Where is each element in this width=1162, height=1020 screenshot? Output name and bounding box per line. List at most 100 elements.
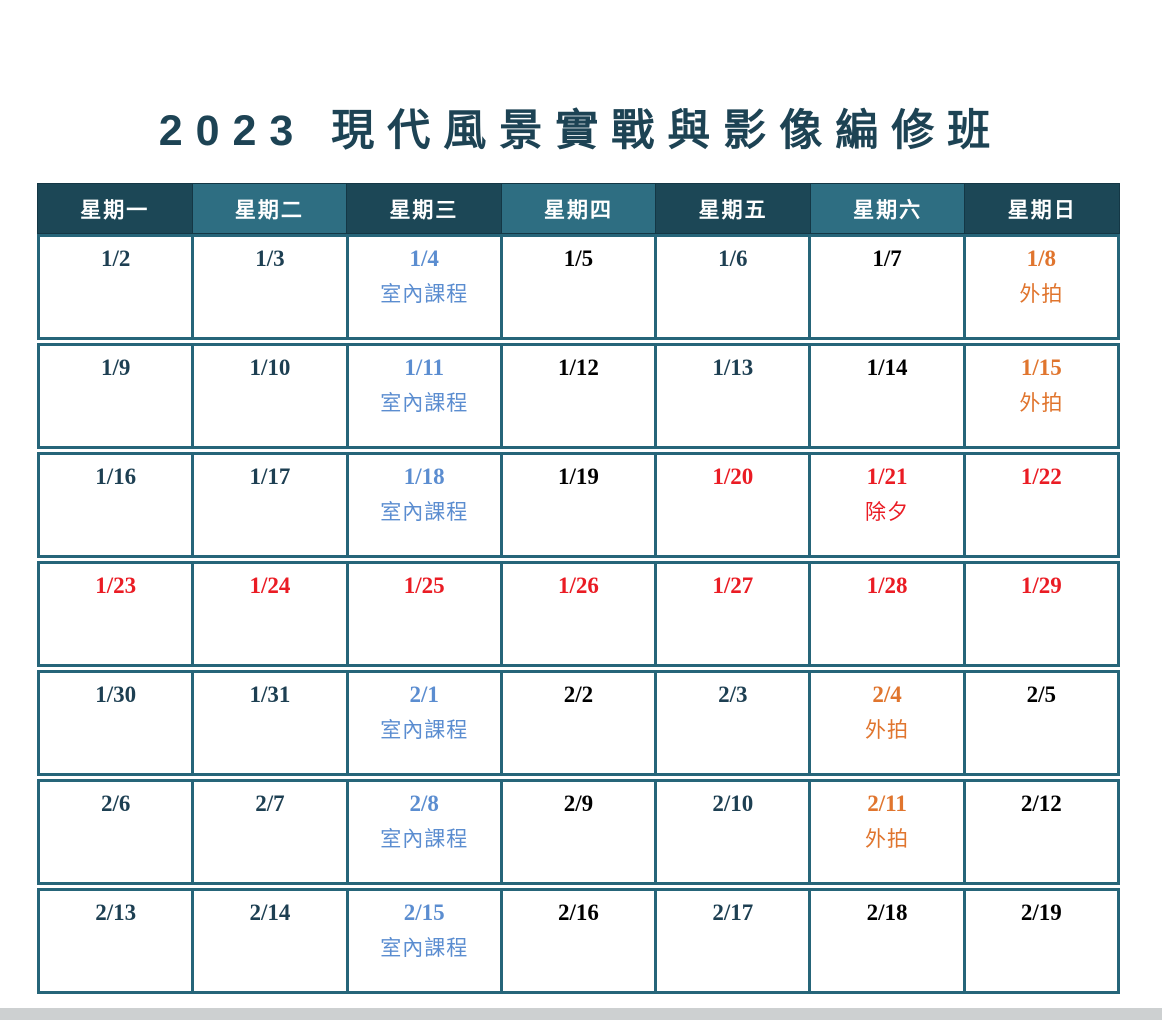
calendar-cell: 1/12 <box>503 346 658 446</box>
calendar-cell: 1/18 室內課程 <box>349 455 503 555</box>
calendar-cell: 1/17 <box>194 455 349 555</box>
cell-date: 1/7 <box>872 246 902 271</box>
calendar-cell: 2/19 <box>966 891 1117 991</box>
cell-date: 1/28 <box>866 573 908 598</box>
calendar-cell: 1/11 室內課程 <box>349 346 503 446</box>
cell-label: 室內課程 <box>380 501 469 525</box>
cell-date: 2/2 <box>563 682 594 707</box>
cell-date: 2/10 <box>712 791 754 816</box>
cell-date: 1/4 <box>409 246 439 271</box>
calendar-cell: 2/18 <box>811 891 966 991</box>
cell-date: 2/11 <box>867 791 907 816</box>
calendar-cell: 1/5 <box>503 237 658 337</box>
weekday-header-cell: 星期日 <box>965 184 1120 233</box>
cell-date: 2/6 <box>100 791 131 816</box>
page-bottom-edge <box>0 1008 1162 1020</box>
calendar-cell: 2/7 <box>194 782 349 882</box>
cell-date: 1/13 <box>712 355 754 380</box>
cell-date: 1/9 <box>100 355 131 380</box>
cell-label: 外拍 <box>865 719 910 743</box>
cell-label: 外拍 <box>1019 392 1064 416</box>
calendar-cell: 2/10 <box>657 782 812 882</box>
calendar-cell: 1/3 <box>194 237 349 337</box>
cell-date: 1/22 <box>1020 464 1062 489</box>
calendar-cell: 1/21 除夕 <box>811 455 966 555</box>
calendar-table: 星期一 星期二 星期三 星期四 星期五 星期六 星期日 1/2 1/3 1/4 室內課程 1/5 1/… <box>37 183 1120 994</box>
week-row: 1/9 1/10 1/11 室內課程 1/12 1/13 1/14 1/15 外拍 <box>37 343 1120 449</box>
calendar-cell: 1/8 外拍 <box>966 237 1117 337</box>
calendar-cell: 2/13 <box>40 891 195 991</box>
cell-date: 2/16 <box>558 900 599 925</box>
calendar-cell: 1/27 <box>657 564 812 664</box>
calendar-cell: 2/8 室內課程 <box>349 782 503 882</box>
weekday-header-cell: 星期五 <box>656 184 811 233</box>
calendar-cell: 1/9 <box>40 346 195 446</box>
week-row: 1/30 1/31 2/1 室內課程 2/2 2/3 2/4 外拍 2/5 <box>37 670 1120 776</box>
cell-date: 1/10 <box>249 355 291 380</box>
cell-date: 1/29 <box>1020 573 1062 598</box>
cell-date: 2/8 <box>409 791 439 816</box>
calendar-cell: 1/25 <box>349 564 503 664</box>
calendar-cell: 2/12 <box>966 782 1117 882</box>
cell-date: 2/1 <box>409 682 439 707</box>
calendar-cell: 2/15 室內課程 <box>349 891 503 991</box>
cell-date: 1/21 <box>866 464 908 489</box>
calendar-cell: 1/26 <box>503 564 658 664</box>
weekday-header-row: 星期一 星期二 星期三 星期四 星期五 星期六 星期日 <box>37 183 1120 234</box>
cell-date: 1/16 <box>95 464 137 489</box>
cell-date: 1/8 <box>1026 246 1057 271</box>
weekday-header-cell: 星期一 <box>38 184 193 233</box>
calendar-cell: 1/29 <box>966 564 1117 664</box>
calendar-cell: 1/28 <box>811 564 966 664</box>
calendar-cell: 2/17 <box>657 891 812 991</box>
cell-date: 1/2 <box>100 246 131 271</box>
cell-date: 1/15 <box>1020 355 1062 380</box>
cell-date: 1/17 <box>249 464 291 489</box>
cell-label: 外拍 <box>865 828 910 852</box>
cell-date: 1/12 <box>558 355 599 380</box>
calendar-cell: 1/7 <box>811 237 966 337</box>
cell-date: 2/19 <box>1020 900 1062 925</box>
cell-date: 1/30 <box>95 682 137 707</box>
cell-label: 外拍 <box>1019 283 1064 307</box>
cell-date: 2/17 <box>712 900 754 925</box>
cell-date: 1/14 <box>866 355 908 380</box>
week-row: 1/2 1/3 1/4 室內課程 1/5 1/6 1/7 1/8 外拍 <box>37 234 1120 340</box>
calendar-cell: 1/22 <box>966 455 1117 555</box>
calendar-cell: 1/15 外拍 <box>966 346 1117 446</box>
cell-date: 2/4 <box>872 682 902 707</box>
cell-label: 除夕 <box>865 501 910 525</box>
cell-date: 1/20 <box>712 464 754 489</box>
cell-date: 1/19 <box>558 464 599 489</box>
cell-date: 1/31 <box>249 682 291 707</box>
calendar-cell: 2/3 <box>657 673 812 773</box>
cell-date: 1/6 <box>718 246 748 271</box>
cell-date: 1/18 <box>403 464 445 489</box>
cell-label: 室內課程 <box>380 392 469 416</box>
cell-date: 1/27 <box>712 573 754 598</box>
calendar-cell: 2/2 <box>503 673 658 773</box>
week-row: 2/13 2/14 2/15 室內課程 2/16 2/17 2/18 2/19 <box>37 888 1120 994</box>
cell-date: 2/15 <box>403 900 445 925</box>
cell-date: 1/3 <box>255 246 285 271</box>
cell-date: 2/7 <box>255 791 285 816</box>
cell-date: 2/14 <box>249 900 291 925</box>
calendar-cell: 1/19 <box>503 455 658 555</box>
week-row: 2/6 2/7 2/8 室內課程 2/9 2/10 2/11 外拍 2/12 <box>37 779 1120 885</box>
cell-date: 1/23 <box>95 573 137 598</box>
calendar-cell: 2/1 室內課程 <box>349 673 503 773</box>
cell-date: 2/13 <box>95 900 137 925</box>
cell-date: 2/5 <box>1026 682 1057 707</box>
calendar-cell: 1/20 <box>657 455 812 555</box>
calendar-cell: 2/6 <box>40 782 195 882</box>
calendar-cell: 1/24 <box>194 564 349 664</box>
calendar-cell: 1/31 <box>194 673 349 773</box>
calendar-cell: 1/13 <box>657 346 812 446</box>
cell-date: 1/11 <box>404 355 445 380</box>
calendar-cell: 1/23 <box>40 564 195 664</box>
cell-label: 室內課程 <box>380 719 469 743</box>
cell-date: 1/25 <box>403 573 445 598</box>
cell-date: 2/18 <box>866 900 908 925</box>
weekday-header-cell: 星期六 <box>810 184 966 233</box>
